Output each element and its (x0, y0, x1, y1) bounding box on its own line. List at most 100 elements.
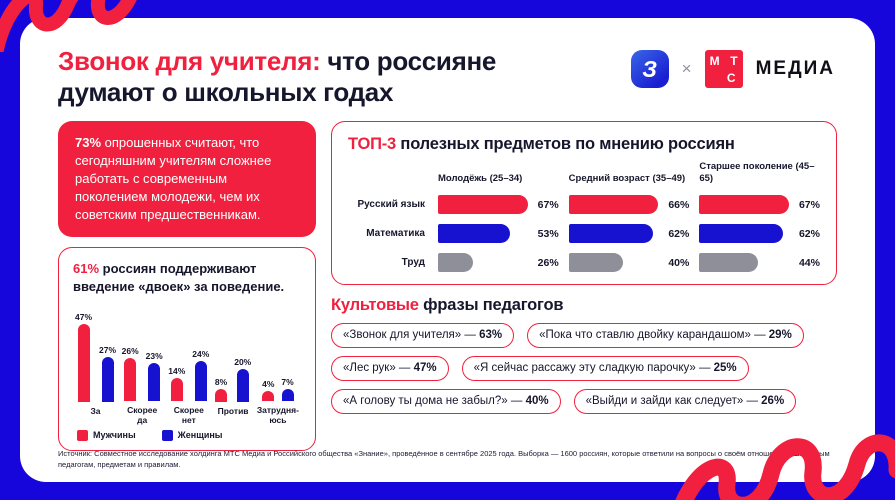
right-column: ТОП-3 полезных предметов по мнению росси… (331, 121, 837, 450)
poll-heading: 61% россиян поддерживают введение «двоек… (73, 260, 301, 295)
poll-bar (281, 389, 294, 402)
legend-item: Женщины (161, 429, 222, 441)
poll-bar (101, 356, 114, 402)
page-title-highlight: Звонок для учителя: (58, 46, 321, 76)
poll-box: 61% россиян поддерживают введение «двоек… (58, 247, 316, 451)
poll-group: 47% 27% За (75, 308, 116, 426)
top3-bar (568, 224, 653, 244)
poll-bar-value: 47% (75, 311, 93, 322)
top3-bar-value: 26% (537, 256, 559, 269)
top3-group-header: Средний возраст (35–49) (568, 172, 686, 184)
top3-bar-value: 62% (798, 227, 820, 240)
fact-box-highlight: 73% (75, 135, 102, 151)
top3-bar (568, 253, 623, 273)
poll-bar-value: 24% (192, 349, 210, 360)
poll-group-bars: 14% 24% (168, 307, 210, 402)
phrase-row: «Лес рук» — 47% «Я сейчас рассажу эту сла… (331, 356, 837, 381)
phrase-pill: «Лес рук» — 47% (331, 356, 449, 381)
poll-bar-value: 7% (281, 377, 294, 388)
poll-group-bars: 4% 7% (262, 307, 294, 402)
mts-letter-s: С (726, 71, 736, 85)
phrase-value: 63% (479, 329, 503, 342)
phrases-title-rest: фразы педагогов (418, 296, 564, 315)
top3-bar-value: 44% (798, 256, 820, 269)
poll-category-label: Скорее нет (173, 405, 204, 425)
top3-bar-cell: 62% (699, 224, 820, 244)
poll-bar-wrap: 24% (192, 349, 210, 402)
phrase-rows: «Звонок для учителя» — 63% «Пока что став… (331, 323, 837, 414)
phrase-pill: «Пока что ставлю двойку карандашом» — 29… (527, 323, 804, 349)
phrase-row: «А голову ты дома не забыл?» — 40% «Выйди… (331, 389, 837, 414)
phrase-value: 40% (525, 395, 549, 407)
phrase-pill: «Звонок для учителя» — 63% (331, 323, 515, 349)
phrase-pill: «Я сейчас рассажу эту сладкую парочку» —… (461, 356, 749, 381)
poll-category-label: За (90, 405, 101, 416)
logo-row: З × М Т С МЕДИА (630, 50, 835, 88)
poll-bar-value: 20% (234, 356, 252, 367)
top3-grid: Молодёжь (25–34) Средний возраст (35–49) С… (348, 161, 820, 273)
poll-bar-value: 8% (214, 376, 228, 387)
legend-swatch (161, 429, 173, 441)
phrase-quote: «Выйди и зайди как следует» — (585, 395, 762, 407)
mts-letter-m: М (709, 54, 720, 68)
top3-subject-label: Математика (366, 228, 425, 240)
phrases-title-highlight: Культовые (331, 296, 419, 315)
top3-bar (568, 195, 658, 215)
squiggle-decoration-top-left (0, 0, 137, 52)
znanie-logo-letter: З (642, 55, 658, 82)
top3-title: ТОП-3 полезных предметов по мнению росси… (348, 135, 820, 154)
fact-box-text: опрошенных считают, что сегодняшним учит… (75, 135, 272, 223)
poll-bar-wrap: 26% (122, 346, 139, 402)
poll-bar (170, 378, 183, 402)
top3-title-highlight: ТОП-3 (348, 135, 397, 154)
infographic-card: Звонок для учителя: что россияне думают … (20, 18, 875, 482)
header: Звонок для учителя: что россияне думают … (58, 42, 837, 108)
fact-box: 73% опрошенных считают, что сегодняшним … (58, 121, 316, 238)
poll-heading-text: россиян поддерживают введение «двоек» за… (73, 261, 285, 294)
logo-separator-icon: × (681, 59, 692, 78)
poll-bar-wrap: 7% (281, 377, 294, 402)
poll-bar (124, 358, 137, 402)
poll-category-label: Скорее да (127, 405, 158, 425)
page-title-rest: что россияне думают о школьных годах (58, 46, 497, 108)
phrase-pill: «Выйди и зайди как следует» — 26% (573, 389, 797, 414)
phrases-title: Культовые фразы педагогов (331, 296, 837, 315)
poll-category-label: Против (217, 405, 249, 416)
mts-media-wordmark: МЕДИА (755, 58, 835, 79)
poll-bar-wrap: 4% (262, 379, 275, 402)
poll-bar-wrap: 27% (99, 345, 116, 402)
mts-letter-t: Т (730, 54, 738, 68)
top3-bar-cell: 40% (568, 253, 690, 273)
top3-subject-label: Труд (401, 257, 425, 269)
poll-group-bars: 8% 20% (215, 308, 251, 402)
top3-title-rest: полезных предметов по мнению россиян (396, 135, 735, 154)
znanie-logo-icon: З (630, 50, 669, 88)
source-footnote: Источник: Совместное исследование холдин… (58, 449, 830, 470)
poll-group-bars: 47% 27% (75, 308, 116, 402)
top3-bar (699, 224, 784, 244)
mts-logo-icon: М Т С (704, 50, 743, 88)
poll-bar (236, 368, 249, 402)
poll-bar-wrap: 23% (145, 351, 163, 402)
poll-group: 4% 7% Затрудня- юсь (257, 307, 299, 426)
phrase-value: 29% (768, 329, 792, 342)
poll-bar-wrap: 20% (234, 357, 251, 402)
squiggle-decoration-bottom-right (675, 434, 895, 500)
top3-bar (699, 195, 790, 215)
poll-bar-value: 27% (99, 344, 117, 355)
poll-bar-wrap: 14% (168, 366, 185, 402)
top3-bar (699, 253, 759, 273)
poll-bar-value: 4% (262, 379, 275, 390)
phrase-quote: «Я сейчас рассажу эту сладкую парочку» — (473, 362, 714, 375)
poll-bar-value: 23% (145, 351, 163, 362)
poll-bar (148, 363, 161, 402)
top3-group-header: Молодёжь (25–34) (438, 172, 523, 184)
phrase-quote: «А голову ты дома не забыл?» — (343, 395, 526, 407)
poll-heading-highlight: 61% (73, 261, 100, 277)
top3-bar-value: 40% (668, 256, 690, 269)
top3-bar-cell: 26% (438, 253, 559, 273)
top3-bar-cell: 53% (438, 224, 559, 244)
top3-bar-value: 53% (537, 227, 559, 240)
legend-label: Мужчины (93, 430, 136, 441)
